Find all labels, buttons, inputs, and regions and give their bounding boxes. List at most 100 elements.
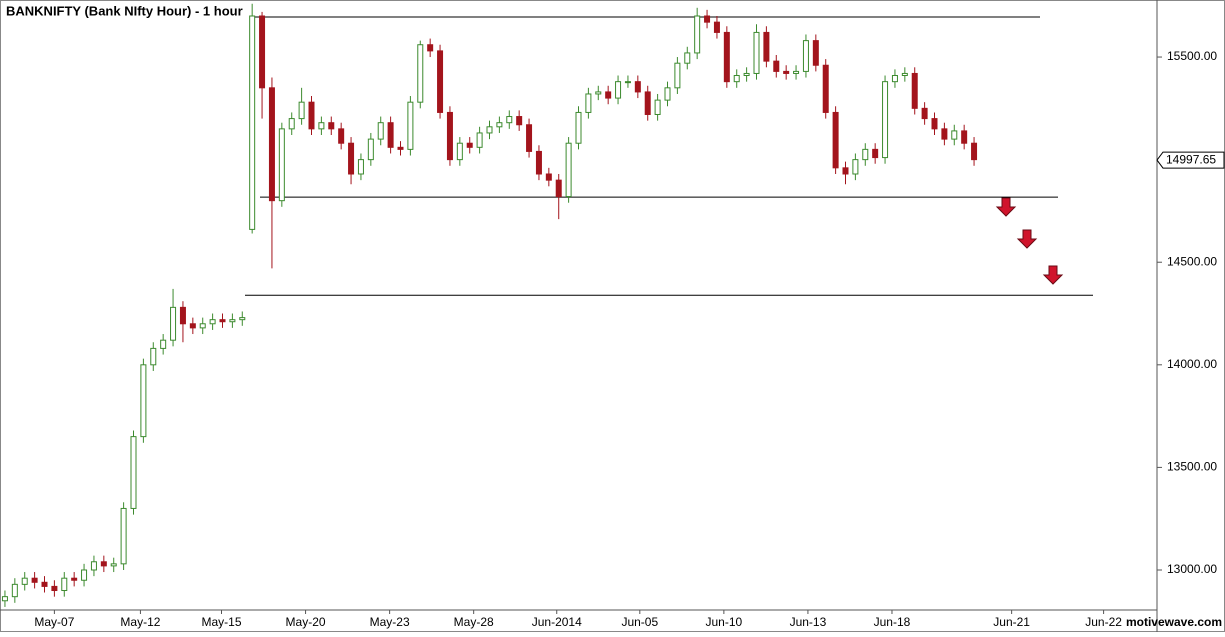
- candle-body: [526, 124, 533, 152]
- candle-body: [288, 118, 295, 130]
- candle-body: [417, 44, 424, 103]
- down-arrow: [995, 197, 1017, 217]
- candle-body: [535, 150, 542, 175]
- candle-body: [971, 142, 978, 161]
- candle-body: [466, 142, 473, 148]
- candle-body: [456, 142, 463, 161]
- candle-body: [506, 116, 513, 124]
- candle-body: [140, 364, 147, 438]
- candle-body: [516, 116, 523, 126]
- x-tick-label: Jun-05: [621, 615, 658, 629]
- candle-body: [901, 72, 908, 77]
- candle-body: [81, 569, 88, 581]
- candle-body: [61, 577, 68, 592]
- candle-body: [407, 101, 414, 150]
- candle-body: [951, 130, 958, 140]
- candle-body: [189, 323, 196, 329]
- candle-body: [259, 15, 266, 89]
- candle-body: [367, 138, 374, 161]
- candle-body: [812, 40, 819, 66]
- candle-body: [822, 64, 829, 113]
- candle-body: [31, 577, 38, 583]
- candle-body: [308, 101, 315, 130]
- candle-body: [763, 31, 770, 62]
- x-tick-label: Jun-13: [790, 615, 827, 629]
- last-price-label: 14997.65: [1166, 152, 1216, 166]
- candle-body: [783, 70, 790, 74]
- down-arrow: [1042, 265, 1064, 285]
- chart-title: BANKNIFTY (Bank NIfty Hour) - 1 hour: [6, 3, 243, 18]
- x-tick-label: May-28: [454, 615, 494, 629]
- candle-body: [377, 122, 384, 140]
- y-tick-label: 14000.00: [1167, 357, 1217, 371]
- candle-body: [545, 173, 552, 181]
- candle-body: [496, 122, 503, 128]
- candle-body: [565, 142, 572, 198]
- candle-body: [891, 75, 898, 83]
- candle-body: [704, 15, 711, 23]
- watermark: motivewave.com: [1126, 615, 1222, 629]
- candle-body: [170, 306, 177, 341]
- candle-body: [753, 31, 760, 74]
- candle-body: [51, 585, 58, 592]
- candle-body: [634, 81, 641, 93]
- candle-body: [684, 52, 691, 64]
- candle-body: [298, 101, 305, 120]
- x-tick-label: May-12: [120, 615, 160, 629]
- candle-body: [229, 319, 236, 323]
- candle-body: [437, 50, 444, 113]
- x-tick-label: Jun-18: [874, 615, 911, 629]
- candle-body: [882, 81, 889, 159]
- candle-body: [872, 148, 879, 159]
- y-tick-label: 14500.00: [1167, 254, 1217, 268]
- candle-body: [723, 31, 730, 83]
- candle-body: [1, 596, 8, 602]
- candle-body: [446, 111, 453, 161]
- candle-body: [694, 15, 701, 54]
- x-tick-label: May-07: [34, 615, 74, 629]
- candle-body: [832, 111, 839, 169]
- candle-body: [664, 87, 671, 101]
- candle-body: [733, 75, 740, 83]
- candle-body: [397, 146, 404, 150]
- candle-body: [575, 111, 582, 144]
- y-tick-label: 13000.00: [1167, 562, 1217, 576]
- candle-body: [110, 563, 117, 567]
- arrows: [995, 197, 1064, 285]
- candle-body: [743, 72, 750, 77]
- candle-body: [130, 436, 137, 509]
- candle-body: [654, 99, 661, 115]
- candle-body: [90, 561, 97, 571]
- candle-body: [486, 126, 493, 134]
- candle-body: [278, 128, 285, 202]
- candle-body: [348, 142, 355, 175]
- x-tick-label: Jun-2014: [532, 615, 582, 629]
- candle-body: [11, 583, 18, 598]
- candle-body: [71, 577, 78, 581]
- candle-body: [150, 347, 157, 366]
- x-tick-label: May-23: [370, 615, 410, 629]
- x-tick-label: Jun-10: [706, 615, 743, 629]
- candle-body: [219, 319, 226, 323]
- candle-body: [802, 40, 809, 72]
- candle-body: [713, 21, 720, 33]
- candle-body: [120, 507, 127, 565]
- candle-body: [921, 107, 928, 120]
- y-tick-label: 13500.00: [1167, 460, 1217, 474]
- candle-body: [644, 91, 651, 115]
- y-tick-label: 15500.00: [1167, 49, 1217, 63]
- candle-body: [268, 87, 275, 202]
- candle-body: [615, 81, 622, 99]
- candle-body: [41, 581, 48, 587]
- candle-body: [179, 306, 186, 325]
- candle-body: [239, 317, 246, 321]
- x-tick-label: Jun-22: [1085, 615, 1122, 629]
- x-tick-label: Jun-21: [993, 615, 1030, 629]
- candle-body: [160, 339, 167, 349]
- candle-body: [427, 44, 434, 52]
- candle-body: [674, 62, 681, 89]
- candle-body: [199, 323, 206, 329]
- candle-body: [931, 118, 938, 130]
